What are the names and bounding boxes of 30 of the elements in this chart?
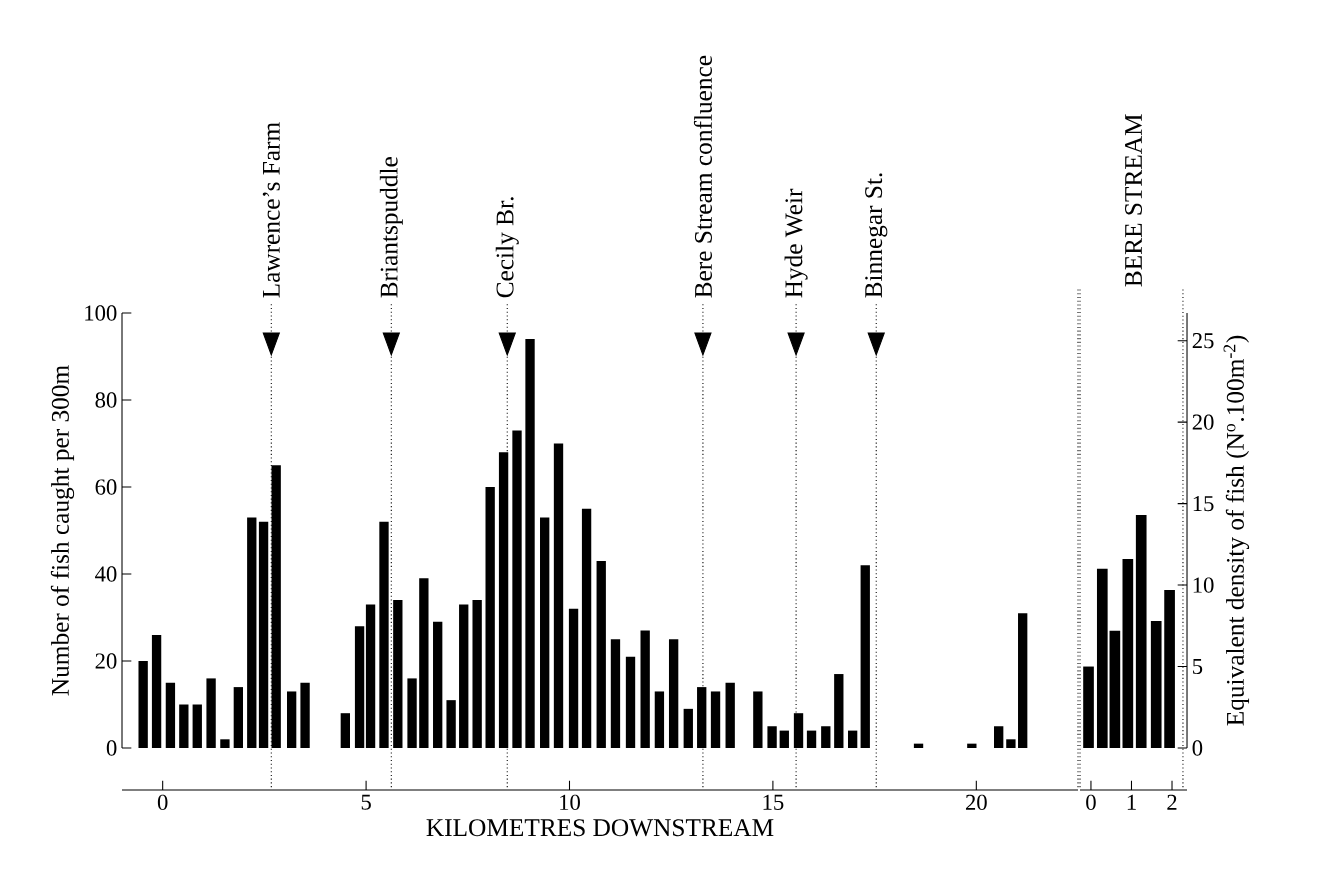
x-tick-label: 15: [763, 794, 784, 810]
y-tick-label: 40: [95, 566, 117, 582]
ref-line-label: Cecily Br.: [495, 197, 519, 298]
y-axis-title: Number of fish caught per 300m: [50, 365, 75, 696]
ref-line-label: Hyde Weir: [784, 188, 808, 298]
x-tick-label: 1: [1127, 794, 1136, 810]
x-tick-label: 20: [965, 794, 987, 811]
y-tick-label: 80: [95, 392, 117, 408]
y-tick-label: 60: [95, 479, 117, 495]
y2-axis-title: Equivalent density of fish (N$^{o}$.100m$^{-2}$): [1223, 335, 1250, 726]
y-tick-label: 20: [95, 653, 117, 669]
x-tick-label: 5: [361, 794, 371, 810]
ref-line-label: Lawrence’s Farm: [262, 122, 280, 298]
y2-tick-label: 20: [1192, 414, 1214, 430]
y2-tick-label: 15: [1193, 496, 1214, 512]
x-axis-title: KILOMETRES DOWNSTREAM: [426, 819, 774, 837]
y-tick-label: 0: [106, 740, 117, 756]
y-tick-label: 100: [85, 305, 117, 321]
ref-line-label: Briantspuddle: [379, 157, 403, 298]
ref-line-label: Bere Stream confluence: [693, 55, 712, 298]
y2-tick-label: 5: [1193, 659, 1203, 675]
ref-line-label: Binnegar St.: [865, 173, 888, 298]
chart-title: BERE STREAM: [1125, 114, 1143, 287]
y2-tick-label: 25: [1192, 333, 1214, 349]
x-tick-label: 0: [157, 794, 168, 811]
y2-tick-label: 10: [1193, 577, 1214, 593]
y2-tick-label: 0: [1192, 740, 1203, 756]
x-tick-label: 10: [560, 794, 580, 811]
x-tick-label: 2: [1167, 794, 1177, 810]
x-tick-label: 0: [1086, 794, 1096, 811]
